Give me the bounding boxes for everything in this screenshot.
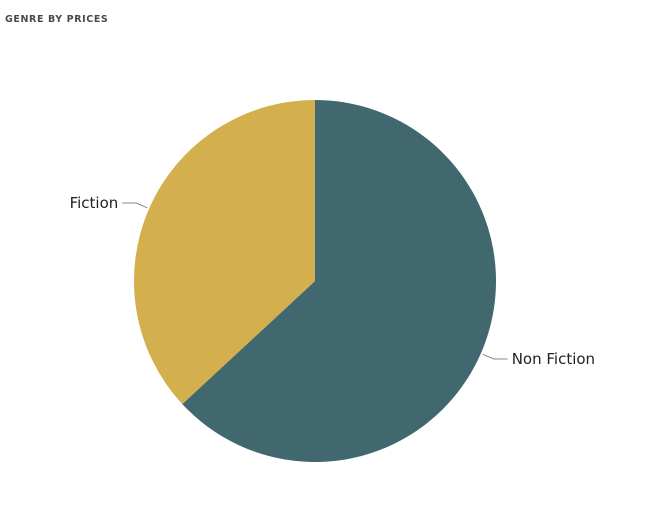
pie-slice-fiction[interactable] [133, 100, 315, 405]
slice-labels: Non Fiction Fiction [70, 194, 595, 368]
leader-line-fiction [122, 202, 148, 209]
pie-slices [133, 100, 497, 462]
leader-lines [122, 202, 508, 360]
leader-line-non-fiction [482, 353, 508, 360]
slice-label-fiction: Fiction [70, 194, 119, 212]
pie-slice-non-fiction[interactable] [182, 100, 497, 462]
slice-label-non-fiction: Non Fiction [512, 350, 595, 368]
chart-title: GENRE BY PRICES [5, 14, 109, 25]
